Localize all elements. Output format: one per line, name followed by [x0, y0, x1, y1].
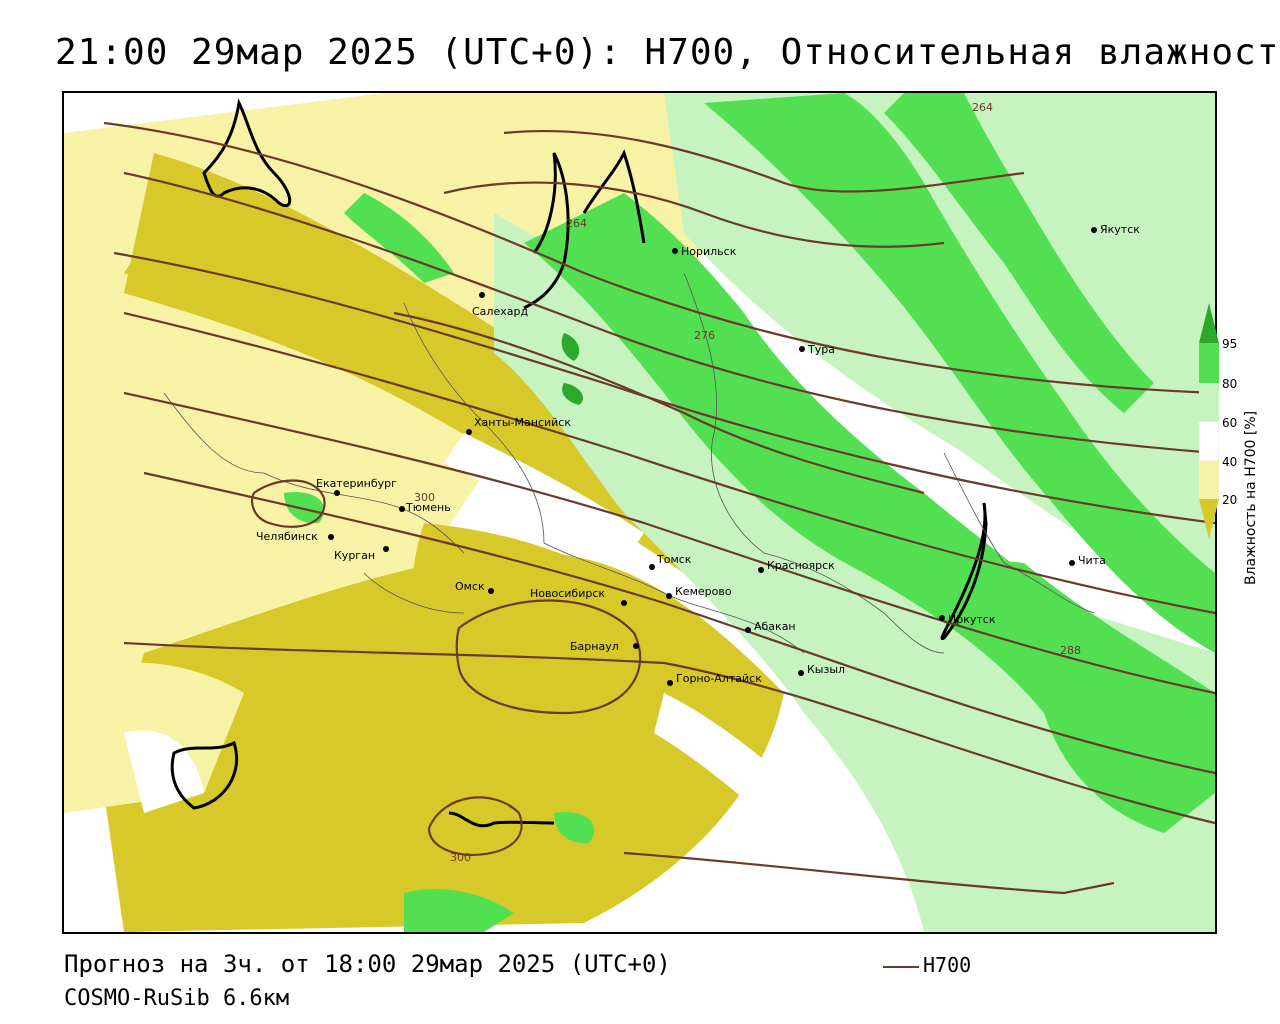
- city-kemerovo: Кемерово: [666, 585, 732, 599]
- city-ekaterinburg: Екатеринбург: [316, 477, 397, 496]
- contour-label: 300: [450, 851, 471, 864]
- colorbar-bottom-arrow: [1199, 499, 1219, 539]
- city-tura: Тура: [799, 343, 835, 356]
- city-markers: Якутск Норильск Салехард Тура Ханты-Манс…: [256, 223, 1140, 686]
- city-gorno-altaysk: Горно-Алтайск: [667, 672, 762, 686]
- h700-contours: [103, 121, 1215, 895]
- contour-legend: H700: [883, 953, 971, 977]
- city-label: Ханты-Мансийск: [474, 416, 571, 429]
- city-khanty-mansiysk: Ханты-Мансийск: [466, 416, 571, 435]
- city-label: Абакан: [754, 620, 796, 633]
- contour-label: 288: [1060, 644, 1081, 657]
- city-abakan: Абакан: [745, 620, 796, 633]
- city-label: Чита: [1078, 554, 1106, 567]
- city-tomsk: Томск: [649, 553, 692, 570]
- city-norilsk: Норильск: [672, 245, 737, 258]
- map-canvas: 264 264 276 288 300 300 Якутск Норильск …: [64, 93, 1215, 932]
- city-label: Горно-Алтайск: [676, 672, 762, 685]
- city-label: Новосибирск: [530, 587, 605, 600]
- contour-legend-swatch: [883, 965, 919, 968]
- city-label: Челябинск: [256, 530, 318, 543]
- city-barnaul: Барнаул: [570, 640, 639, 653]
- city-yakutsk: Якутск: [1091, 223, 1140, 236]
- humidity-map: 264 264 276 288 300 300 Якутск Норильск …: [62, 91, 1217, 934]
- city-label: Курган: [334, 549, 375, 562]
- humidity-colorbar: [1199, 303, 1219, 539]
- city-salekhard: Салехард: [472, 292, 528, 318]
- colorbar-segment: [1199, 343, 1219, 383]
- contour-label: 300: [414, 491, 435, 504]
- city-label: Кемерово: [675, 585, 732, 598]
- contour-label: 276: [694, 329, 715, 342]
- colorbar-top-arrow: [1199, 303, 1219, 343]
- city-label: Екатеринбург: [316, 477, 397, 490]
- city-label: Томск: [656, 553, 692, 566]
- city-kyzyl: Кызыл: [798, 663, 845, 676]
- city-label: Тура: [807, 343, 835, 356]
- humidity-field: [64, 93, 1215, 932]
- city-tyumen: Тюмень: [399, 501, 451, 514]
- colorbar-label: Влажность на H700 [%]: [1243, 410, 1259, 585]
- model-name: COSMO-RuSib 6.6км: [64, 986, 290, 1011]
- city-irkutsk: Иркутск: [939, 613, 996, 626]
- city-omsk: Омск: [455, 580, 494, 594]
- city-label: Омск: [455, 580, 485, 593]
- city-label: Кызыл: [807, 663, 845, 676]
- city-label: Красноярск: [767, 559, 835, 572]
- admin-boundaries: [163, 272, 1095, 654]
- colorbar-segment: [1199, 420, 1219, 462]
- city-novosibirsk: Новосибирск: [530, 587, 627, 606]
- city-label: Салехард: [472, 305, 528, 318]
- city-chelyabinsk: Челябинск: [256, 530, 334, 543]
- contour-legend-label: H700: [923, 953, 972, 977]
- colorbar-segment: [1199, 383, 1219, 421]
- city-label: Тюмень: [405, 501, 451, 514]
- contour-label: 264: [566, 217, 587, 230]
- colorbar-segment: [1199, 461, 1219, 499]
- map-title: 21:00 29мар 2025 (UTC+0): H700, Относите…: [55, 32, 1280, 73]
- coastline: [170, 98, 988, 828]
- colorbar-tick: 95: [1222, 337, 1238, 351]
- contour-labels: 264 264 276 288 300 300: [414, 101, 1081, 864]
- city-label: Барнаул: [570, 640, 619, 653]
- contour-label: 264: [972, 101, 993, 114]
- colorbar-tick: 80: [1222, 377, 1238, 391]
- forecast-info: Прогноз на 3ч. от 18:00 29мар 2025 (UTC+…: [64, 950, 671, 978]
- colorbar-tick: 60: [1222, 416, 1238, 430]
- city-label: Иркутск: [948, 613, 996, 626]
- city-krasnoyarsk: Красноярск: [758, 559, 835, 573]
- city-kurgan: Курган: [334, 546, 389, 562]
- city-chita: Чита: [1069, 554, 1106, 567]
- colorbar-tick: 40: [1222, 455, 1238, 469]
- city-label: Норильск: [681, 245, 737, 258]
- city-label: Якутск: [1100, 223, 1140, 236]
- colorbar-tick: 20: [1222, 493, 1238, 507]
